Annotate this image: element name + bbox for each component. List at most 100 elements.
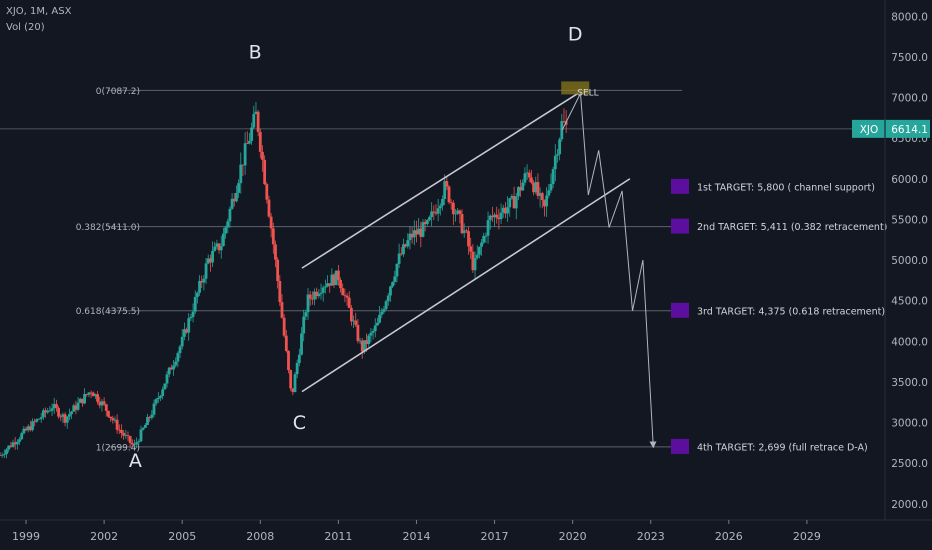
candle-body	[7, 445, 11, 450]
candle-body	[393, 276, 397, 282]
candle-body	[328, 283, 332, 286]
candle-body	[553, 155, 557, 170]
projection-line[interactable]	[561, 91, 657, 449]
candle-body	[31, 421, 34, 431]
candle-body	[9, 445, 13, 447]
target-label: 1st TARGET: 5,800 ( channel support)	[697, 182, 875, 193]
price-tick: 8000.0	[891, 11, 928, 23]
candle-body	[98, 401, 102, 406]
candle-body	[445, 181, 449, 187]
price-tick: 7500.0	[891, 52, 928, 64]
candle-body	[33, 421, 37, 423]
volume-label[interactable]: Vol (20)	[6, 22, 45, 33]
candle-body	[18, 439, 21, 442]
candle-body	[232, 198, 236, 202]
target-marker[interactable]	[671, 438, 689, 454]
candle-body	[178, 346, 182, 354]
candle-body	[369, 332, 373, 336]
time-tick: 2017	[481, 530, 509, 543]
candle-body	[65, 416, 69, 423]
candle-body	[269, 216, 273, 229]
fib-levels: 0(7087.2) 0.382(5411.0) 0.618(4375.5) 1(269…	[76, 87, 682, 453]
symbol-line[interactable]: XJO, 1M, ASX	[6, 6, 72, 17]
candle-body	[81, 398, 84, 404]
candle-body	[5, 449, 8, 455]
candle-body	[495, 214, 499, 218]
candle-body	[250, 127, 254, 141]
sell-marker[interactable]	[561, 81, 590, 95]
candle-body	[506, 207, 509, 214]
candle-body	[267, 199, 271, 217]
candle-body	[226, 221, 230, 228]
candle-body	[289, 370, 293, 389]
candle-body	[0, 454, 4, 456]
candle-body	[26, 426, 30, 431]
fib-label: 0.618(4375.5)	[76, 307, 140, 317]
candle-body	[161, 389, 165, 397]
candle-body	[235, 192, 238, 202]
candle-body	[28, 426, 32, 431]
candle-body	[432, 211, 436, 213]
target-marker[interactable]	[671, 218, 689, 234]
channel-lower-line[interactable]	[301, 178, 631, 393]
current-price-badge[interactable]	[852, 119, 930, 138]
candle-body	[326, 283, 329, 287]
candle-body	[519, 187, 522, 191]
candle-body	[243, 143, 247, 166]
candle-body	[425, 220, 429, 225]
candle-body	[549, 184, 553, 191]
candle-body	[551, 169, 555, 185]
candle-body	[428, 217, 431, 221]
candle-body	[562, 121, 566, 122]
candle-body	[15, 441, 19, 445]
candle-body	[558, 139, 562, 155]
candle-body	[256, 111, 260, 132]
candle-body	[449, 202, 453, 204]
candle-body	[122, 432, 126, 436]
candle-body	[109, 416, 113, 419]
price-tick: 6000.0	[891, 174, 928, 186]
candle-body	[521, 182, 525, 191]
candle-body	[280, 302, 284, 318]
candle-body	[72, 405, 76, 412]
candle-body	[265, 184, 269, 200]
projection-path	[561, 91, 657, 449]
target-marker[interactable]	[671, 178, 689, 194]
candle-body	[454, 213, 457, 215]
price-tick: 5500.0	[891, 214, 928, 226]
candle-body	[22, 428, 26, 434]
candle-body	[402, 244, 405, 255]
candle-body	[512, 196, 516, 209]
candle-body	[274, 244, 277, 260]
candle-body	[473, 258, 477, 271]
time-tick: 2020	[559, 530, 587, 543]
channel-upper-line[interactable]	[301, 92, 579, 269]
candle-body	[391, 281, 395, 287]
price-tick: 2500.0	[891, 458, 928, 470]
candle-body	[209, 258, 212, 263]
annotations: SELL A B C D	[129, 24, 599, 473]
target-label: 4th TARGET: 2,699 (full retrace D-A)	[697, 442, 868, 453]
fib-label: 0(7087.2)	[96, 87, 140, 97]
candle-body	[321, 287, 325, 293]
candle-body	[384, 301, 388, 310]
candle-body	[308, 294, 312, 299]
candle-body	[341, 288, 345, 296]
candle-body	[560, 121, 564, 140]
candle-body	[523, 173, 527, 183]
candle-body	[137, 441, 141, 443]
price-tick: 4500.0	[891, 296, 928, 308]
candle-body	[497, 217, 501, 220]
candle-body	[254, 111, 258, 115]
candle-body	[302, 316, 306, 334]
candle-body	[430, 211, 434, 218]
candle-body	[139, 429, 143, 442]
candle-body	[130, 442, 134, 445]
candle-body	[410, 233, 414, 238]
target-marker[interactable]	[671, 302, 689, 318]
candle-body	[46, 410, 50, 413]
candle-body	[163, 383, 167, 390]
candle-body	[295, 362, 299, 375]
